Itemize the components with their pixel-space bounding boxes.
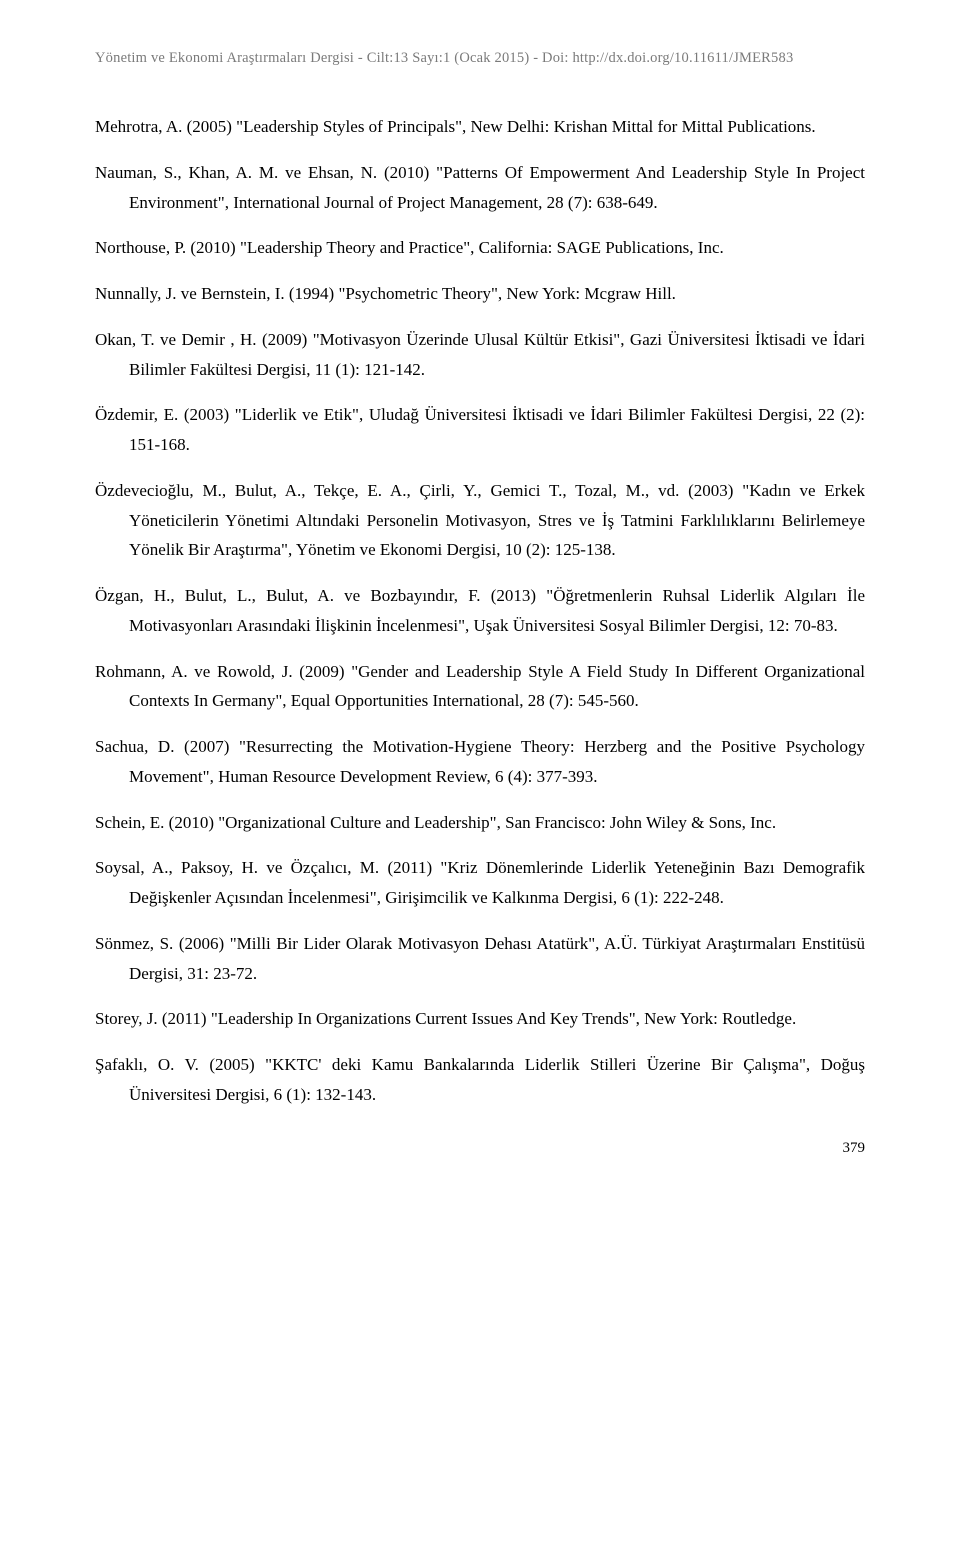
reference-item: Özdemir, E. (2003) "Liderlik ve Etik", U… — [95, 400, 865, 460]
reference-item: Storey, J. (2011) "Leadership In Organiz… — [95, 1004, 865, 1034]
reference-item: Nunnally, J. ve Bernstein, I. (1994) "Ps… — [95, 279, 865, 309]
reference-item: Okan, T. ve Demir , H. (2009) "Motivasyo… — [95, 325, 865, 385]
reference-item: Rohmann, A. ve Rowold, J. (2009) "Gender… — [95, 657, 865, 717]
reference-item: Sachua, D. (2007) "Resurrecting the Moti… — [95, 732, 865, 792]
references-list: Mehrotra, A. (2005) "Leadership Styles o… — [95, 112, 865, 1110]
reference-item: Soysal, A., Paksoy, H. ve Özçalıcı, M. (… — [95, 853, 865, 913]
page-header: Yönetim ve Ekonomi Araştırmaları Dergisi… — [95, 50, 865, 67]
page-number: 379 — [95, 1140, 865, 1157]
reference-item: Northouse, P. (2010) "Leadership Theory … — [95, 233, 865, 263]
reference-item: Özgan, H., Bulut, L., Bulut, A. ve Bozba… — [95, 581, 865, 641]
reference-item: Nauman, S., Khan, A. M. ve Ehsan, N. (20… — [95, 158, 865, 218]
reference-item: Schein, E. (2010) "Organizational Cultur… — [95, 808, 865, 838]
reference-item: Sönmez, S. (2006) "Milli Bir Lider Olara… — [95, 929, 865, 989]
reference-item: Mehrotra, A. (2005) "Leadership Styles o… — [95, 112, 865, 142]
reference-item: Özdevecioğlu, M., Bulut, A., Tekçe, E. A… — [95, 476, 865, 565]
reference-item: Şafaklı, O. V. (2005) "KKTC' deki Kamu B… — [95, 1050, 865, 1110]
